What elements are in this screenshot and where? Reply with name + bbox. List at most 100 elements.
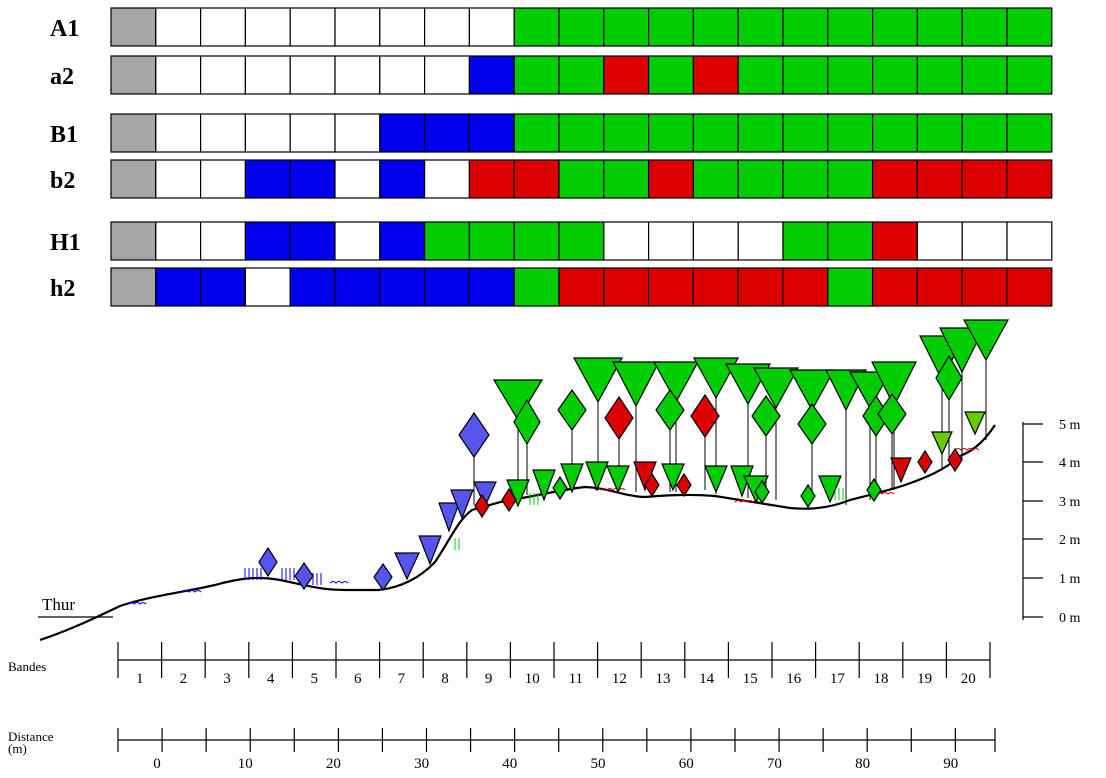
cell-H1-18	[916, 221, 963, 261]
band-number: 5	[310, 671, 318, 687]
cell-b2-9	[513, 159, 560, 199]
shrub-diamond-symbol	[458, 411, 490, 459]
shrub-diamond-symbol	[877, 392, 907, 436]
shrub-diamond-symbol	[258, 546, 278, 578]
tree-triangle-symbol	[473, 481, 497, 508]
cell-A1-0	[110, 7, 157, 47]
cell-H1-0	[110, 221, 157, 261]
shrub-diamond-symbol	[474, 493, 490, 519]
cell-h2-20	[1006, 267, 1053, 307]
tree-triangle-symbol	[788, 369, 836, 412]
tree-triangle-symbol	[661, 463, 685, 492]
tree-triangle-symbol	[871, 361, 917, 408]
cell-b2-2	[200, 159, 247, 199]
cell-B1-8	[468, 113, 515, 153]
shrub-diamond-symbol	[557, 388, 587, 432]
cell-h2-0	[110, 267, 157, 307]
cell-a2-6	[379, 55, 426, 95]
band-number: 19	[917, 671, 932, 687]
cell-H1-6	[379, 221, 426, 261]
tree-triangle-symbol	[890, 457, 912, 484]
cell-a2-5	[334, 55, 381, 95]
distance-label: Distance	[8, 729, 54, 744]
band-number: 16	[786, 671, 802, 687]
cell-B1-20	[1006, 113, 1053, 153]
shrub-diamond-symbol	[690, 393, 720, 439]
distance-number: 50	[591, 756, 606, 772]
distance-number: 20	[326, 756, 341, 772]
band-number: 13	[656, 671, 671, 687]
cell-B1-9	[513, 113, 560, 153]
cell-h2-7	[424, 267, 471, 307]
band-number: 3	[223, 671, 231, 687]
cell-h2-12	[647, 267, 694, 307]
cell-B1-16	[827, 113, 874, 153]
cell-B1-12	[647, 113, 694, 153]
cell-B1-10	[558, 113, 605, 153]
cell-H1-4	[289, 221, 336, 261]
cell-A1-12	[647, 7, 694, 47]
cell-A1-19	[961, 7, 1008, 47]
tree-triangle-symbol	[818, 475, 842, 504]
distance-number: 70	[767, 756, 782, 772]
herb-wave-mark	[182, 590, 202, 593]
cell-H1-8	[468, 221, 515, 261]
cell-h2-17	[871, 267, 918, 307]
cell-B1-5	[334, 113, 381, 153]
shrub-diamond-symbol	[676, 472, 692, 498]
shrub-diamond-symbol	[513, 398, 541, 446]
shrub-diamond-symbol	[604, 395, 634, 441]
cell-h2-1	[155, 267, 202, 307]
cell-H1-19	[961, 221, 1008, 261]
row-labels: A1 a2 B1 b2 H1 h2	[50, 16, 81, 302]
distance-number: 10	[238, 756, 253, 772]
tree-triangle-symbol	[752, 367, 800, 410]
cell-A1-15	[782, 7, 829, 47]
tree-triangle-symbol	[612, 361, 660, 408]
cell-h2-10	[558, 267, 605, 307]
band-number: 8	[441, 671, 449, 687]
cell-A1-7	[424, 7, 471, 47]
cell-A1-8	[468, 7, 515, 47]
cell-h2-8	[468, 267, 515, 307]
cell-H1-11	[603, 221, 650, 261]
cell-B1-7	[424, 113, 471, 153]
cell-a2-10	[558, 55, 605, 95]
cell-A1-4	[289, 7, 336, 47]
band-number: 18	[874, 671, 889, 687]
distance-number: 0	[153, 756, 161, 772]
band-number: 4	[267, 671, 275, 687]
distance-unit-label: (m)	[8, 741, 27, 756]
cell-a2-13	[692, 55, 739, 95]
cell-b2-16	[827, 159, 874, 199]
cell-A1-2	[200, 7, 247, 47]
band-number: 9	[485, 671, 493, 687]
shrub-diamond-symbol	[373, 562, 393, 592]
cell-A1-20	[1006, 7, 1053, 47]
row-label-a2: a2	[50, 64, 74, 90]
cell-a2-7	[424, 55, 471, 95]
tree-triangle-symbol	[652, 361, 700, 404]
shrub-diamond-symbol	[935, 354, 963, 402]
cell-b2-6	[379, 159, 426, 199]
distance-axis: Distance (m) 0 10 20 30 40 50 60 70 80 90	[8, 728, 996, 772]
cell-b2-11	[603, 159, 650, 199]
cell-h2-9	[513, 267, 560, 307]
cell-b2-4	[289, 159, 336, 199]
distance-number: 80	[855, 756, 870, 772]
band-number: 14	[699, 671, 715, 687]
cell-h2-16	[827, 267, 874, 307]
cell-H1-5	[334, 221, 381, 261]
row-label-B1: B1	[50, 122, 78, 148]
tree-triangle-symbol	[450, 489, 474, 520]
cell-a2-17	[871, 55, 918, 95]
band-number: 11	[569, 671, 583, 687]
cell-H1-10	[558, 221, 605, 261]
cell-b2-10	[558, 159, 605, 199]
cell-H1-15	[782, 221, 829, 261]
cell-A1-13	[692, 7, 739, 47]
shrub-diamond-symbol	[797, 402, 827, 446]
band-number: 2	[180, 671, 188, 687]
shrub-diamond-symbol	[552, 475, 568, 501]
cell-A1-3	[244, 7, 291, 47]
